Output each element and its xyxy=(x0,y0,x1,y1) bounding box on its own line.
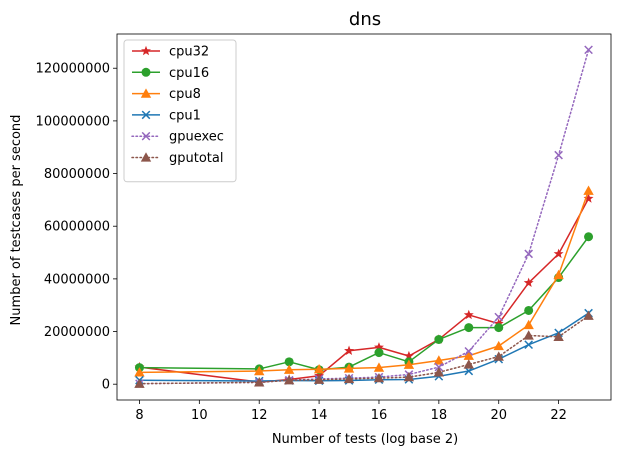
data-point-gputotal xyxy=(433,367,445,377)
y-tick-label: 40000000 xyxy=(44,272,110,287)
data-point-cpu8 xyxy=(523,319,534,330)
data-point-cpu8 xyxy=(493,340,504,351)
data-point-gputotal xyxy=(313,374,325,384)
y-tick-label: 100000000 xyxy=(36,114,110,129)
x-tick-label: 16 xyxy=(371,408,388,423)
x-tick-label: 18 xyxy=(431,408,448,423)
data-point-cpu32 xyxy=(374,342,384,352)
data-point-gputotal xyxy=(403,371,415,382)
x-tick-label: 12 xyxy=(251,408,268,423)
legend-label-cpu1: cpu1 xyxy=(169,108,201,123)
legend-label-cpu32: cpu32 xyxy=(169,45,209,60)
x-tick-label: 10 xyxy=(191,408,208,423)
data-point-cpu8 xyxy=(433,355,445,365)
data-point-cpu8 xyxy=(283,364,295,374)
data-point-cpu8 xyxy=(134,367,145,377)
data-point-gputotal xyxy=(343,373,355,384)
data-point-gputotal xyxy=(373,372,385,383)
data-point-gpuexec xyxy=(494,312,504,322)
data-point-cpu1-stroke-b xyxy=(524,340,533,350)
data-point-cpu1 xyxy=(524,340,533,350)
legend-label-cpu16: cpu16 xyxy=(169,66,209,81)
data-point-gputotal xyxy=(523,330,534,340)
data-point-gpuexec-stroke-b xyxy=(494,312,504,322)
data-point-gpuexec xyxy=(554,150,563,160)
data-point-gpuexec-stroke-b xyxy=(524,249,533,259)
y-axis-label: Number of testcases per second xyxy=(9,115,24,326)
data-point-cpu16 xyxy=(374,348,384,358)
data-point-gputotal xyxy=(493,351,504,361)
x-tick-label: 22 xyxy=(550,408,567,423)
data-point-gpuexec-stroke-b xyxy=(554,150,563,160)
data-point-gpuexec xyxy=(584,45,593,55)
data-point-cpu8 xyxy=(583,185,594,195)
data-point-cpu8 xyxy=(463,350,474,360)
data-point-gputotal xyxy=(463,359,474,369)
data-point-gpuexec xyxy=(464,346,474,356)
data-point-cpu8 xyxy=(254,365,265,376)
data-point-cpu8 xyxy=(553,269,564,280)
data-point-cpu32 xyxy=(403,350,414,361)
legend: cpu32 cpu16 cpu8 cpu1 gpuexec gputotal xyxy=(123,39,237,183)
data-point-cpu8 xyxy=(343,363,355,373)
y-tick-label: 20000000 xyxy=(44,325,110,340)
legend-box xyxy=(123,39,237,183)
legend-marker-cpu8 xyxy=(140,88,152,98)
legend-marker-cpu32 xyxy=(141,45,151,56)
series-group xyxy=(134,45,594,389)
data-point-cpu32 xyxy=(463,309,474,320)
y-tick-label: 60000000 xyxy=(44,220,110,235)
data-point-cpu32 xyxy=(344,345,354,355)
legend-label-cpu8: cpu8 xyxy=(169,87,201,102)
data-point-cpu16 xyxy=(434,334,444,344)
data-point-cpu32 xyxy=(583,193,594,203)
data-point-gputotal xyxy=(553,331,564,341)
legend-marker-gpuexec-stroke-b xyxy=(141,131,151,141)
x-tick-label: 20 xyxy=(490,408,507,423)
data-point-gputotal xyxy=(283,375,295,385)
y-tick-label: 120000000 xyxy=(36,62,110,77)
data-point-cpu8 xyxy=(403,359,415,369)
legend-item-cpu1: cpu1 xyxy=(132,108,201,123)
legend-marker-gputotal xyxy=(140,152,152,162)
y-tick-label: 0 xyxy=(102,378,110,393)
legend-item-gpuexec: gpuexec xyxy=(131,130,224,145)
x-tick-label: 8 xyxy=(135,408,143,423)
data-point-gpuexec-stroke-b xyxy=(434,362,444,372)
data-point-gpuexec-stroke-b xyxy=(464,346,474,356)
data-point-cpu16 xyxy=(494,323,504,333)
data-point-cpu16 xyxy=(464,323,474,333)
data-point-cpu16 xyxy=(284,357,294,367)
legend-marker-gpuexec xyxy=(141,131,151,141)
y-tick-label: 80000000 xyxy=(44,167,110,182)
data-point-gputotal xyxy=(134,378,145,388)
chart-title: dns xyxy=(349,9,381,30)
plot-area: 8 10 12 14 16 18 20 22 0 20000000 40000000 60000000… xyxy=(36,33,612,423)
legend-marker-cpu1-stroke-b xyxy=(141,110,151,120)
data-point-gpuexec xyxy=(434,362,444,372)
legend-marker-cpu1 xyxy=(141,110,151,120)
x-axis-label: Number of tests (log base 2) xyxy=(272,432,458,447)
legend-marker-cpu16 xyxy=(141,67,151,77)
legend-item-cpu16: cpu16 xyxy=(132,66,209,81)
data-point-gpuexec-stroke-b xyxy=(584,45,593,55)
data-point-gputotal xyxy=(254,377,265,387)
data-point-gputotal xyxy=(583,310,594,320)
data-point-cpu8 xyxy=(313,363,325,374)
legend-label-gputotal: gputotal xyxy=(169,151,223,166)
data-point-cpu16 xyxy=(524,305,534,315)
data-point-cpu32 xyxy=(553,248,564,259)
data-point-cpu8 xyxy=(373,362,385,372)
data-point-gpuexec xyxy=(524,249,533,259)
legend-item-gputotal: gputotal xyxy=(131,151,223,166)
legend-item-cpu8: cpu8 xyxy=(132,87,201,102)
x-tick-label: 14 xyxy=(311,408,328,423)
legend-item-cpu32: cpu32 xyxy=(132,45,209,60)
legend-label-gpuexec: gpuexec xyxy=(169,130,224,145)
data-point-cpu32 xyxy=(523,277,534,288)
data-point-cpu16 xyxy=(584,232,594,242)
axes-frame xyxy=(116,33,612,401)
